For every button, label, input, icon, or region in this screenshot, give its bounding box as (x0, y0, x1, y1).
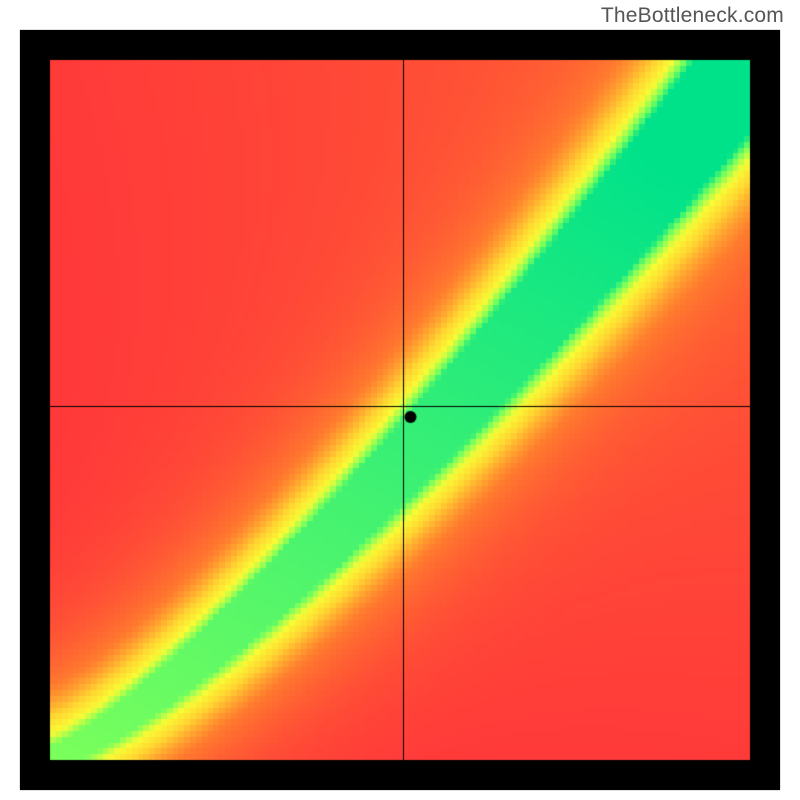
root: TheBottleneck.com (0, 0, 800, 800)
heatmap-canvas (0, 0, 800, 800)
